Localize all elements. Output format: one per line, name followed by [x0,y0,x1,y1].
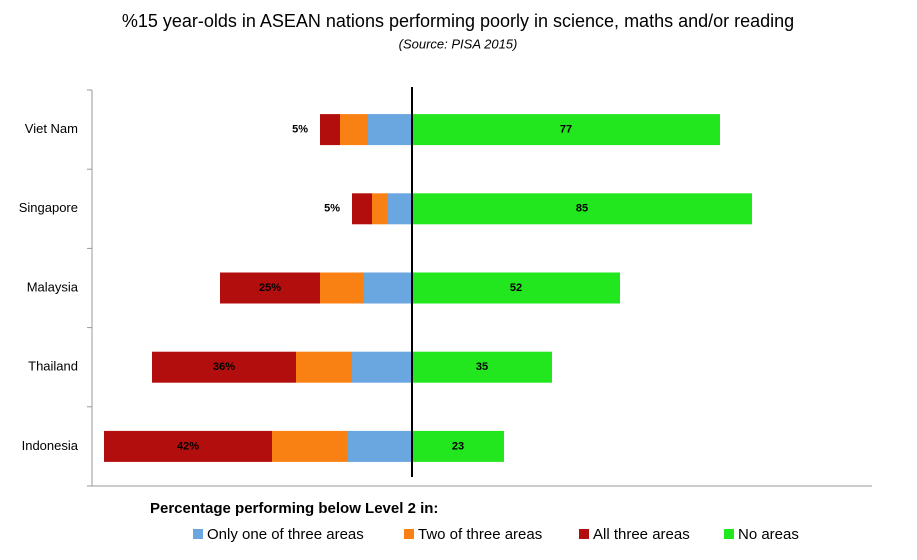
bar-segment [364,272,412,304]
y-tick-label: Singapore [19,200,78,215]
legend-label: All three areas [593,526,690,543]
value-label: 36% [213,361,235,373]
bar-segment [340,114,368,146]
bar-segment [352,193,372,225]
legend-label: Only one of three areas [207,526,364,543]
bar-segment [320,114,340,146]
bar-segment [372,193,388,225]
y-tick-label: Thailand [28,359,78,374]
value-label: 5% [292,124,308,136]
value-label: 52 [510,282,522,294]
bar-segment [412,351,552,383]
legend-swatch [579,529,589,539]
value-label: 5% [324,203,340,215]
y-tick-label: Viet Nam [25,121,78,136]
legend-label: No areas [738,526,799,543]
value-label: 35 [476,361,488,373]
bar-segment [272,430,348,462]
y-tick-label: Malaysia [27,279,79,294]
bar-segment [104,430,272,462]
value-label: 25% [259,282,281,294]
bar-segment [412,193,752,225]
bar-segment [368,114,412,146]
bar-segment [296,351,352,383]
bar-segment [320,272,364,304]
bar-segment [412,272,620,304]
bar-segment [152,351,296,383]
bar-segment [348,430,412,462]
bar-segment [220,272,320,304]
legend-title: Percentage performing below Level 2 in: [150,500,438,517]
value-label: 77 [560,124,572,136]
legend-label: Two of three areas [418,526,542,543]
bar-segment [352,351,412,383]
value-label: 85 [576,203,588,215]
value-label: 23 [452,440,464,452]
y-tick-label: Indonesia [22,438,79,453]
value-label: 42% [177,440,199,452]
legend-swatch [724,529,734,539]
bar-segment [388,193,412,225]
chart-subtitle: (Source: PISA 2015) [399,36,518,51]
legend-swatch [404,529,414,539]
bar-segment [412,430,504,462]
legend-swatch [193,529,203,539]
bar-segment [412,114,720,146]
chart-title: %15 year-olds in ASEAN nations performin… [122,11,794,31]
